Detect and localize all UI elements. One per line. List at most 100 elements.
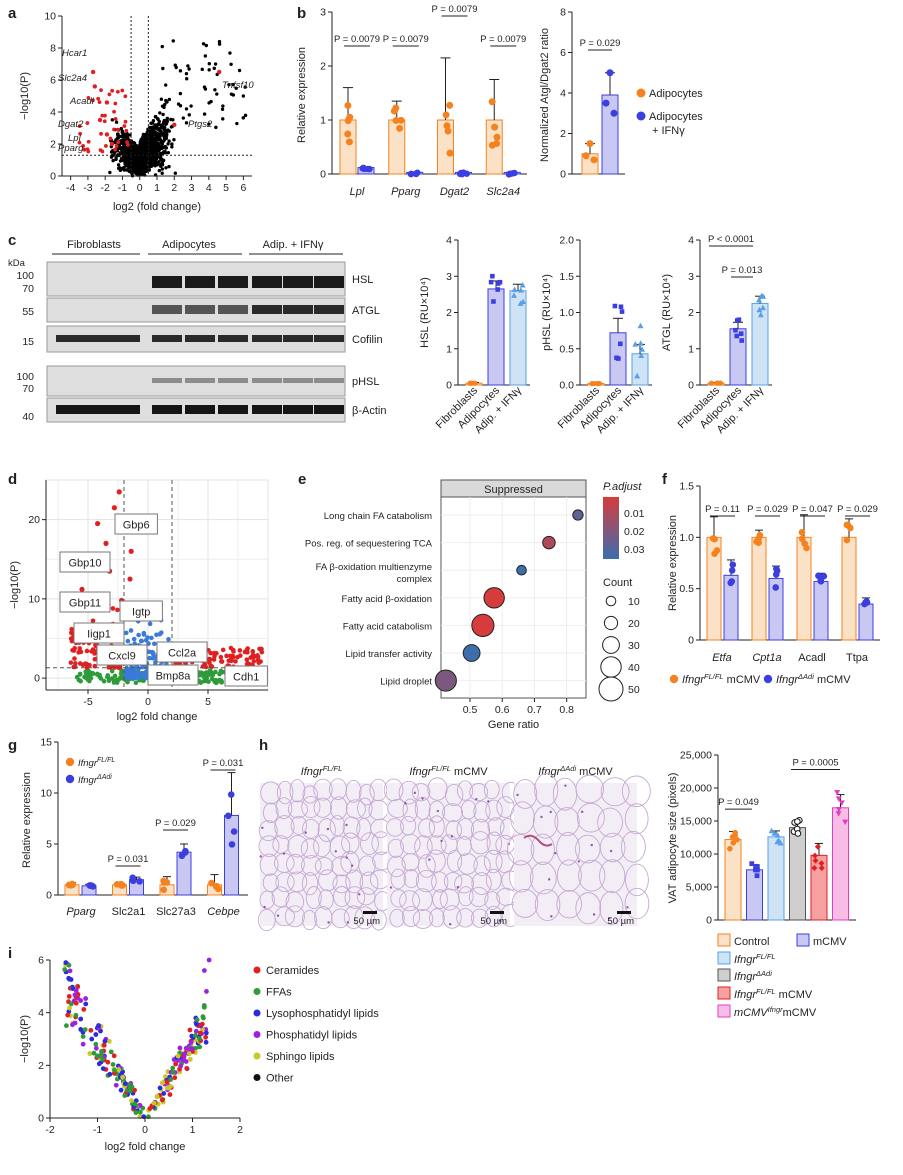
g-point (160, 879, 168, 886)
blot-band (314, 405, 344, 414)
panel-h-letter: h (259, 737, 268, 754)
volcano-a-point (128, 162, 133, 166)
i-point (81, 1006, 87, 1012)
g-legend-dadi-marker (65, 774, 75, 784)
volcano-a-point (150, 163, 154, 168)
h-nucleus (345, 823, 348, 827)
volcano-a-point (164, 146, 169, 150)
h-bar (767, 836, 785, 921)
b-point (344, 101, 352, 109)
d-point-red (206, 656, 212, 662)
i-point (94, 1053, 100, 1059)
d-y-label: −log10(P) (9, 561, 21, 609)
h-cell (302, 785, 318, 804)
d-point-red (244, 657, 250, 662)
a-y-axis-tick-label: 0 (50, 171, 56, 183)
blot-band (314, 276, 344, 288)
i-point (203, 1039, 209, 1045)
c-ATGL-sig-0-pvalue: P < 0.0001 (708, 234, 754, 245)
volcano-a-gene-label: Pparg (58, 143, 84, 154)
volcano-a-red-point (91, 98, 95, 103)
blot-band (283, 378, 313, 383)
volcano-a-point (159, 157, 163, 162)
d-point-ns (98, 676, 104, 681)
volcano-a-point (138, 145, 142, 149)
h-nucleus (475, 797, 478, 801)
blot-group-adipocytes: Adipocytes (162, 239, 216, 251)
e-facet-title: Suppressed (484, 484, 543, 496)
i-point (113, 1082, 119, 1088)
d-point-red (233, 659, 238, 664)
i-point (65, 1012, 71, 1018)
i-x-label: log2 fold change (105, 1141, 186, 1153)
c-HSL-y-axis-tick-label: 3 (446, 271, 452, 283)
h-cell (486, 831, 503, 856)
h-cell (356, 887, 376, 906)
i-point (154, 1094, 160, 1100)
b-sig-3-pvalue: P = 0.0079 (480, 34, 526, 45)
volcano-a-point (123, 151, 127, 156)
d-point-red (77, 661, 83, 666)
h-cell (442, 803, 463, 823)
h-legend-label: Control (734, 936, 769, 948)
blot-mw-label: 55 (22, 306, 34, 318)
i-point (75, 984, 81, 990)
volcano-a-gene-label: Lpl (68, 133, 82, 144)
volcano-a-point (170, 145, 174, 149)
h-cell (509, 860, 534, 893)
e-padj-colorbar (603, 497, 619, 559)
volcano-a-point (156, 149, 160, 153)
volcano-a-point (166, 150, 171, 155)
h-point (812, 857, 819, 864)
g-legend-fl-main: Ifngr (78, 758, 98, 769)
d-point-red (127, 576, 133, 582)
h-nucleus (261, 826, 264, 830)
d-point-red (224, 653, 229, 659)
d-point-red (68, 660, 74, 665)
h-cell (426, 835, 447, 855)
volcano-a-red-point (102, 119, 107, 124)
h-point (749, 861, 755, 867)
i-point (197, 1036, 202, 1042)
d-gene-box (119, 600, 163, 622)
i-point (178, 1063, 184, 1069)
d-point-red (207, 660, 212, 665)
i-y-axis-tick-label: 4 (38, 1007, 44, 1019)
volcano-a-point (212, 66, 216, 71)
h-legend-sup: FL/FL (756, 987, 776, 996)
volcano-a-point (178, 91, 183, 96)
c-pHSL-point (637, 322, 644, 329)
h-cell (258, 820, 278, 842)
h-cell (470, 831, 491, 855)
volcano-a-point (125, 168, 129, 172)
volcano-a-red-point (112, 109, 116, 114)
d-gene-label: Gbp6 (123, 520, 150, 532)
blot-band (252, 335, 282, 342)
a-x-axis-tick-label: -1 (118, 182, 127, 194)
i-point (91, 1050, 97, 1056)
g-legend-fl-marker (65, 757, 75, 767)
h-point (834, 790, 841, 796)
volcano-a-point (151, 157, 155, 161)
f-category-label: Ttpa (846, 652, 869, 664)
blot-band (218, 276, 248, 288)
g-point (68, 880, 76, 888)
c-ATGL-point (736, 317, 742, 323)
i-y-axis-tick-label: 0 (38, 1113, 44, 1125)
b-point (366, 165, 373, 173)
h-cell (484, 891, 501, 910)
a-x-axis-tick-label: 0 (137, 182, 143, 194)
e-padj-tick-label: 0.03 (624, 544, 645, 556)
h-cell (318, 889, 334, 910)
h-nucleus (592, 913, 596, 916)
h-cell (263, 802, 279, 824)
i-point (159, 1097, 165, 1103)
blot-band (110, 335, 140, 342)
e-term-label: FA β-oxidation multienzyme (316, 562, 432, 573)
blot-band (152, 378, 182, 383)
h-point (814, 843, 821, 850)
d-point-red (68, 636, 74, 641)
e-term-label: Pos. reg. of sequestering TCA (305, 539, 433, 550)
a-x-axis-tick-label: -2 (101, 182, 110, 194)
b-bar-adipocytes (339, 119, 357, 175)
